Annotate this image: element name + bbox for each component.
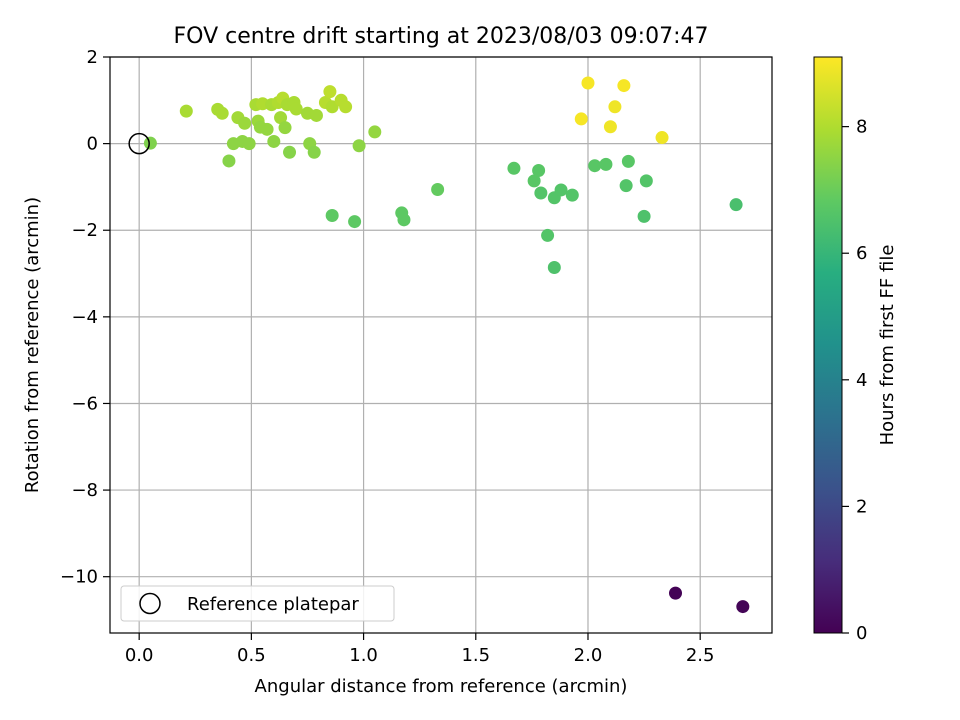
- reference-marker: [128, 132, 150, 155]
- data-point: [278, 121, 292, 135]
- data-point: [547, 260, 561, 274]
- y-axis-ticks: 2 0 −2 −4 −6 −8 −10: [60, 47, 110, 588]
- data-point: [143, 136, 157, 150]
- plot-frame: [109, 56, 773, 634]
- data-point: [554, 183, 568, 197]
- data-point: [507, 161, 521, 175]
- chart-title: FOV centre drift starting at 2023/08/03 …: [174, 24, 709, 49]
- data-point: [368, 125, 382, 139]
- data-point: [532, 163, 546, 177]
- data-point: [325, 209, 339, 223]
- data-point: [527, 174, 541, 188]
- y-tick-label: −8: [71, 480, 98, 501]
- data-point: [655, 131, 669, 145]
- data-point: [608, 100, 622, 114]
- legend-marker: [139, 592, 161, 615]
- y-tick-label: −6: [71, 393, 98, 414]
- data-point: [637, 209, 651, 223]
- colorbar-ticks: 0 2 4 6 8: [842, 117, 867, 644]
- data-point: [339, 100, 353, 114]
- x-tick-label: 2.0: [574, 645, 603, 666]
- data-point: [307, 145, 321, 159]
- reference-marker-group: [128, 132, 150, 155]
- data-point: [565, 188, 579, 202]
- colorbar-tick-label: 6: [856, 243, 867, 264]
- data-point: [222, 154, 236, 168]
- data-point: [352, 139, 366, 153]
- data-point: [534, 186, 548, 200]
- data-point: [238, 116, 252, 130]
- data-point: [325, 100, 339, 114]
- x-axis-label: Angular distance from reference (arcmin): [255, 676, 628, 697]
- y-tick-label: 0: [87, 134, 98, 155]
- data-point: [574, 112, 588, 126]
- x-tick-label: 1.0: [349, 645, 378, 666]
- y-tick-label: −2: [71, 220, 98, 241]
- data-point: [639, 174, 653, 188]
- data-points: [143, 76, 750, 614]
- data-point: [619, 179, 633, 193]
- colorbar-tick-label: 0: [856, 623, 867, 644]
- data-point: [283, 145, 297, 159]
- data-point: [260, 122, 274, 136]
- data-point: [621, 154, 635, 168]
- y-tick-label: −10: [60, 567, 98, 588]
- data-point: [599, 157, 613, 171]
- y-tick-label: 2: [87, 47, 98, 68]
- data-point: [323, 85, 337, 99]
- y-tick-label: −4: [71, 307, 98, 328]
- data-point: [309, 108, 323, 122]
- legend-entry-reference: Reference platepar: [187, 594, 359, 615]
- colorbar-tick-label: 8: [856, 117, 867, 138]
- y-axis-label: Rotation from reference (arcmin): [22, 197, 43, 493]
- x-axis-ticks: 0.0 0.5 1.0 1.5 2.0 2.5: [125, 633, 715, 666]
- data-point: [581, 76, 595, 90]
- colorbar-gradient: [813, 56, 843, 634]
- data-point: [397, 213, 411, 227]
- data-point: [588, 159, 602, 173]
- data-point: [669, 586, 683, 600]
- data-point: [603, 120, 617, 134]
- legend: Reference platepar: [120, 585, 395, 622]
- grid: [110, 56, 772, 633]
- x-tick-label: 2.5: [686, 645, 715, 666]
- data-point: [242, 137, 256, 151]
- x-tick-label: 0.0: [125, 645, 154, 666]
- data-point: [729, 198, 743, 212]
- data-point: [274, 111, 288, 125]
- data-point: [348, 215, 362, 229]
- data-point: [215, 106, 229, 120]
- colorbar: 0 2 4 6 8 Hours from first FF file: [813, 56, 898, 644]
- legend-box: [120, 585, 395, 622]
- colorbar-label: Hours from first FF file: [877, 245, 898, 446]
- data-point: [541, 228, 555, 242]
- colorbar-tick-label: 2: [856, 496, 867, 517]
- data-point: [267, 134, 281, 148]
- data-point: [617, 79, 631, 93]
- data-point: [431, 183, 445, 197]
- colorbar-tick-label: 4: [856, 370, 867, 391]
- data-point: [289, 102, 303, 116]
- x-tick-label: 1.5: [461, 645, 490, 666]
- data-point: [179, 104, 193, 118]
- x-tick-label: 0.5: [237, 645, 266, 666]
- data-point: [736, 600, 750, 614]
